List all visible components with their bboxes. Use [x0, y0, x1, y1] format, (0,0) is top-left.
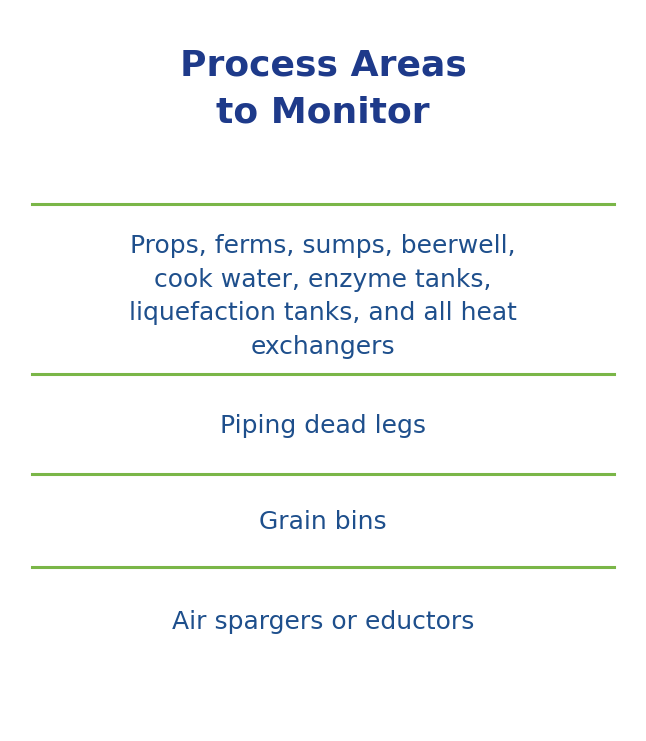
Text: Props, ferms, sumps, beerwell,
cook water, enzyme tanks,
liquefaction tanks, and: Props, ferms, sumps, beerwell, cook wate…: [129, 234, 517, 359]
Text: Air spargers or eductors: Air spargers or eductors: [172, 611, 474, 634]
Text: Piping dead legs: Piping dead legs: [220, 414, 426, 438]
Text: Grain bins: Grain bins: [259, 511, 387, 534]
Text: Process Areas
to Monitor: Process Areas to Monitor: [180, 48, 466, 130]
